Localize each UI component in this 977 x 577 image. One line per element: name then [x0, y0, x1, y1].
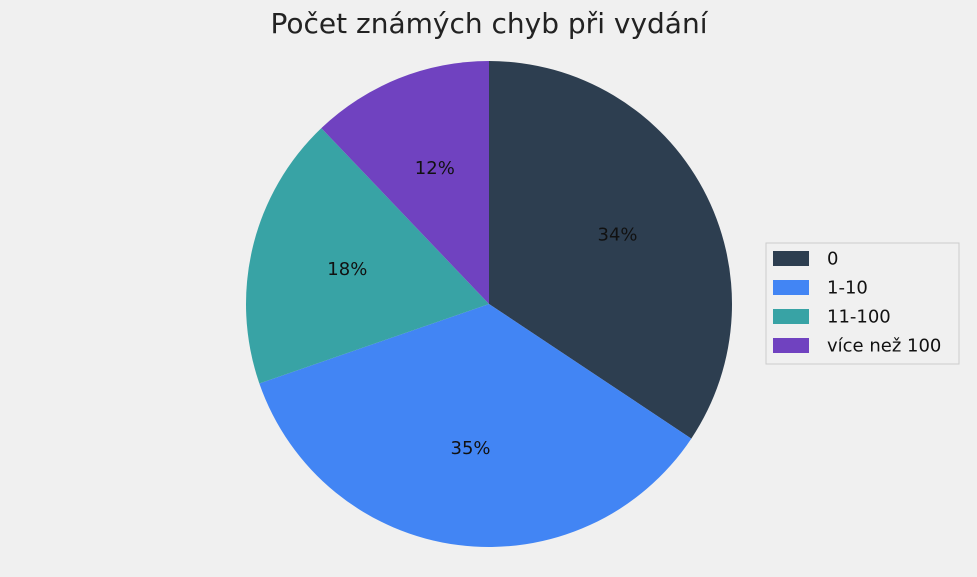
- pie-slices: [246, 60, 732, 547]
- legend-label-0: 0: [827, 249, 838, 270]
- legend-swatch-2: [773, 309, 809, 324]
- pie-slice-1: [259, 304, 692, 547]
- pie-labels: 34% 35% 18% 12%: [327, 158, 637, 459]
- pie-slice-3: [321, 60, 489, 304]
- slice-label-2: 18%: [327, 259, 367, 280]
- legend-label-1: 1-10: [827, 278, 868, 299]
- legend-swatch-1: [773, 280, 809, 295]
- slice-label-1: 35%: [451, 438, 491, 459]
- pie-slice-0: [489, 61, 732, 439]
- legend-label-2: 11-100: [827, 307, 891, 328]
- slice-label-3: 12%: [415, 158, 455, 179]
- chart-title: Počet známých chyb při vydání: [271, 7, 709, 40]
- slice-label-0: 34%: [598, 225, 638, 246]
- legend-swatch-3: [773, 338, 809, 353]
- legend-swatch-0: [773, 251, 809, 266]
- legend: 0 1-10 11-100 více než 100: [765, 242, 960, 365]
- legend-label-3: více než 100: [827, 336, 941, 357]
- pie-slice-2: [246, 128, 489, 384]
